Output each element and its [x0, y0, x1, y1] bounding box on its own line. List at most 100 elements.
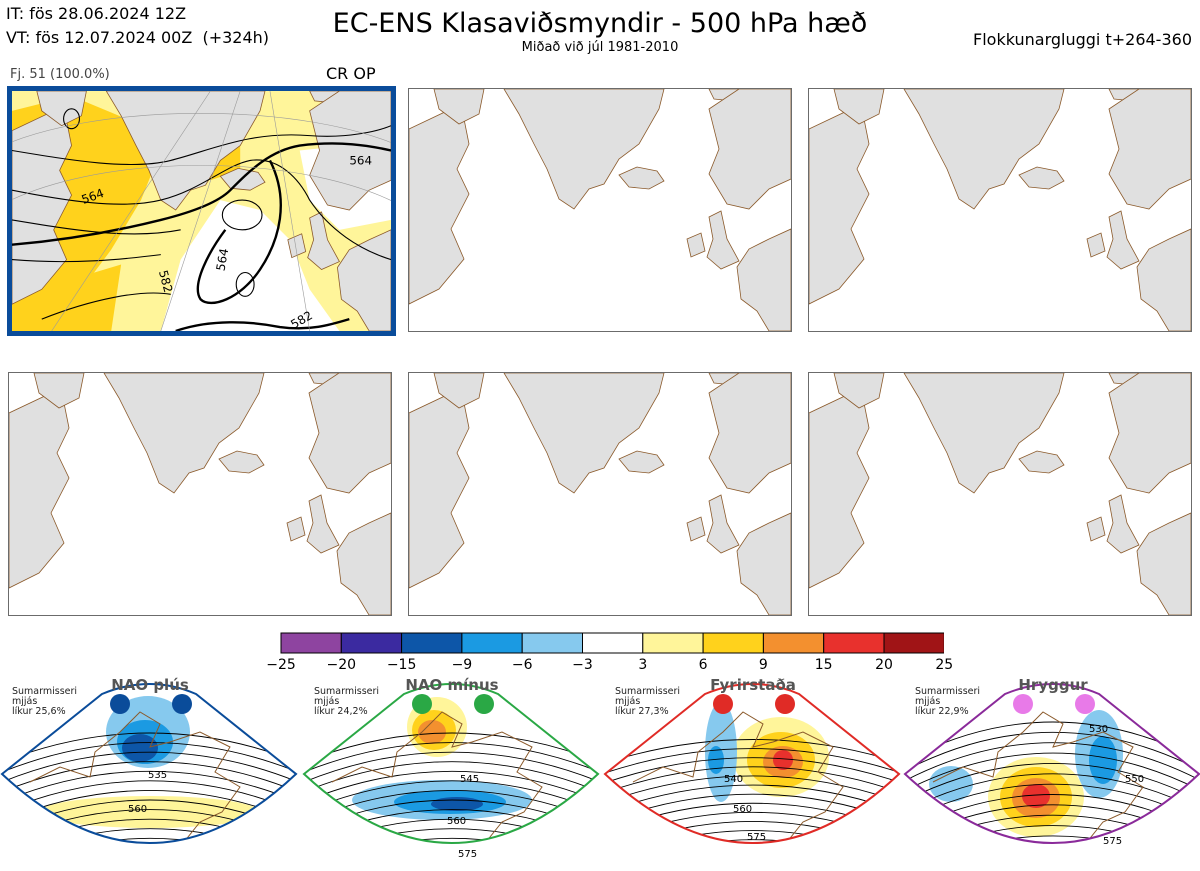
contour-label: 564	[213, 247, 231, 272]
colorbar-tick-label: −3	[572, 657, 593, 673]
height-contour	[905, 732, 1199, 778]
height-contour	[304, 751, 598, 788]
regime-outline	[0, 683, 298, 844]
page-title: EC-ENS Klasaviðsmyndir - 500 hPa hæð	[332, 8, 868, 39]
height-contour	[605, 830, 899, 843]
regime-probability-note: Sumarmisseri mjjás líkur 27,3%	[615, 686, 681, 717]
classification-window: Flokkunargluggi t+264-360	[973, 30, 1192, 49]
contour-label: 540	[724, 774, 743, 785]
cluster-map-1: 564 564 564 582 582	[12, 91, 391, 331]
contour-label: 560	[128, 804, 147, 815]
height-contour	[605, 748, 899, 778]
regime-map: 535 560	[0, 683, 298, 844]
colorbar-tick-label: 20	[875, 657, 893, 673]
height-contour	[605, 839, 899, 843]
regime-probability-note: Sumarmisseri mjjás líkur 24,2%	[314, 686, 380, 717]
colorbar-tick-label: 25	[935, 657, 954, 673]
regime-marker-dot	[713, 694, 733, 714]
height-contour	[905, 835, 1199, 843]
height-contour	[304, 837, 598, 843]
colorbar-cell	[521, 632, 583, 654]
height-contour	[2, 837, 296, 843]
anomaly-patch	[431, 797, 483, 811]
regime-title: Fyrirstaða	[710, 676, 796, 694]
regime-probability-note: Sumarmisseri mjjás líkur 22,9%	[915, 686, 981, 717]
cluster-map-5	[409, 373, 791, 615]
height-contour	[605, 739, 899, 768]
cluster-panel-4[interactable]	[8, 372, 392, 616]
contour-label: 575	[1103, 836, 1122, 847]
contour-label: 560	[733, 804, 752, 815]
height-contour	[304, 742, 598, 778]
height-contour	[905, 763, 1199, 808]
regime-title: NAO plús	[111, 676, 189, 694]
colorbar-cell	[702, 632, 764, 654]
contour-label: 560	[447, 816, 466, 827]
init-time: IT: fös 28.06.2024 12Z	[6, 4, 187, 23]
regime-outline	[603, 683, 901, 844]
contour-label: 550	[1125, 774, 1144, 785]
cluster-panel-1[interactable]: 564 564 564 582 582	[7, 86, 396, 336]
regime-marker-dot	[775, 694, 795, 714]
regime-map: 540 560 575	[603, 683, 901, 844]
coastline	[932, 711, 1144, 843]
colorbar-tick-label: −25	[266, 657, 296, 673]
colorbar-tick-label: 15	[814, 657, 833, 673]
colorbar-tick-label: −20	[326, 657, 357, 673]
cluster-panel-3[interactable]	[808, 88, 1192, 332]
colorbar-cell	[762, 632, 825, 654]
cluster-map-2	[409, 89, 791, 331]
height-contour	[304, 828, 598, 843]
regime-marker-dot	[412, 694, 432, 714]
regime-marker-dot	[110, 694, 130, 714]
height-contour	[2, 770, 296, 808]
colorbar-tick-label: 6	[698, 657, 708, 673]
coastline	[632, 711, 844, 843]
colorbar-tick-label: 9	[758, 657, 768, 673]
anomaly-patch	[1017, 849, 1045, 859]
contour-label: 575	[458, 849, 477, 860]
height-contour	[605, 757, 899, 788]
cluster-panel-5[interactable]	[408, 372, 792, 616]
regime-map: 545 560 575	[302, 683, 600, 860]
height-contour	[2, 742, 296, 778]
colorbar-tick-label: −15	[386, 657, 417, 673]
contour-label: 530	[1089, 724, 1108, 735]
regime-marker-dot	[1075, 694, 1095, 714]
regime-outline	[903, 683, 1200, 844]
regime-outline	[302, 683, 600, 844]
page-subtitle: Miðað við júl 1981-2010	[521, 40, 679, 55]
colorbar-tick-label: −9	[451, 657, 473, 673]
cluster-map-4	[9, 373, 391, 615]
anomaly-patch	[122, 734, 158, 762]
contour-label: 535	[148, 770, 167, 781]
height-contour	[905, 825, 1199, 843]
anomaly-patch	[1022, 784, 1050, 808]
regime-map: 530 550 575	[903, 683, 1200, 859]
height-contour	[2, 751, 296, 788]
anomaly-patch	[418, 720, 446, 744]
anomaly-patch	[708, 746, 724, 774]
colorbar-cell	[883, 632, 944, 654]
cluster-panel-6[interactable]	[808, 372, 1192, 616]
colorbar-cell	[823, 632, 885, 654]
regime-marker-dot	[474, 694, 494, 714]
coastline	[331, 711, 543, 843]
regime-marker-dot	[172, 694, 192, 714]
height-contour	[605, 775, 899, 808]
cluster-panel-2[interactable]	[408, 88, 792, 332]
regime-probability-note: Sumarmisseri mjjás líkur 25,6%	[12, 686, 78, 717]
contour-label: 564	[349, 153, 372, 167]
coastline	[29, 711, 241, 843]
cluster-map-6	[809, 373, 1191, 615]
cluster-tag: CR OP	[326, 64, 376, 83]
regime-title: NAO mínus	[405, 676, 499, 694]
height-contour	[304, 770, 598, 808]
height-contour	[2, 828, 296, 843]
colorbar-cell	[582, 632, 644, 654]
colorbar-cell	[280, 632, 342, 654]
height-contour	[905, 752, 1199, 798]
colorbar-tick-label: −6	[511, 657, 533, 673]
cluster-map-3	[809, 89, 1191, 331]
height-contour	[905, 742, 1199, 788]
